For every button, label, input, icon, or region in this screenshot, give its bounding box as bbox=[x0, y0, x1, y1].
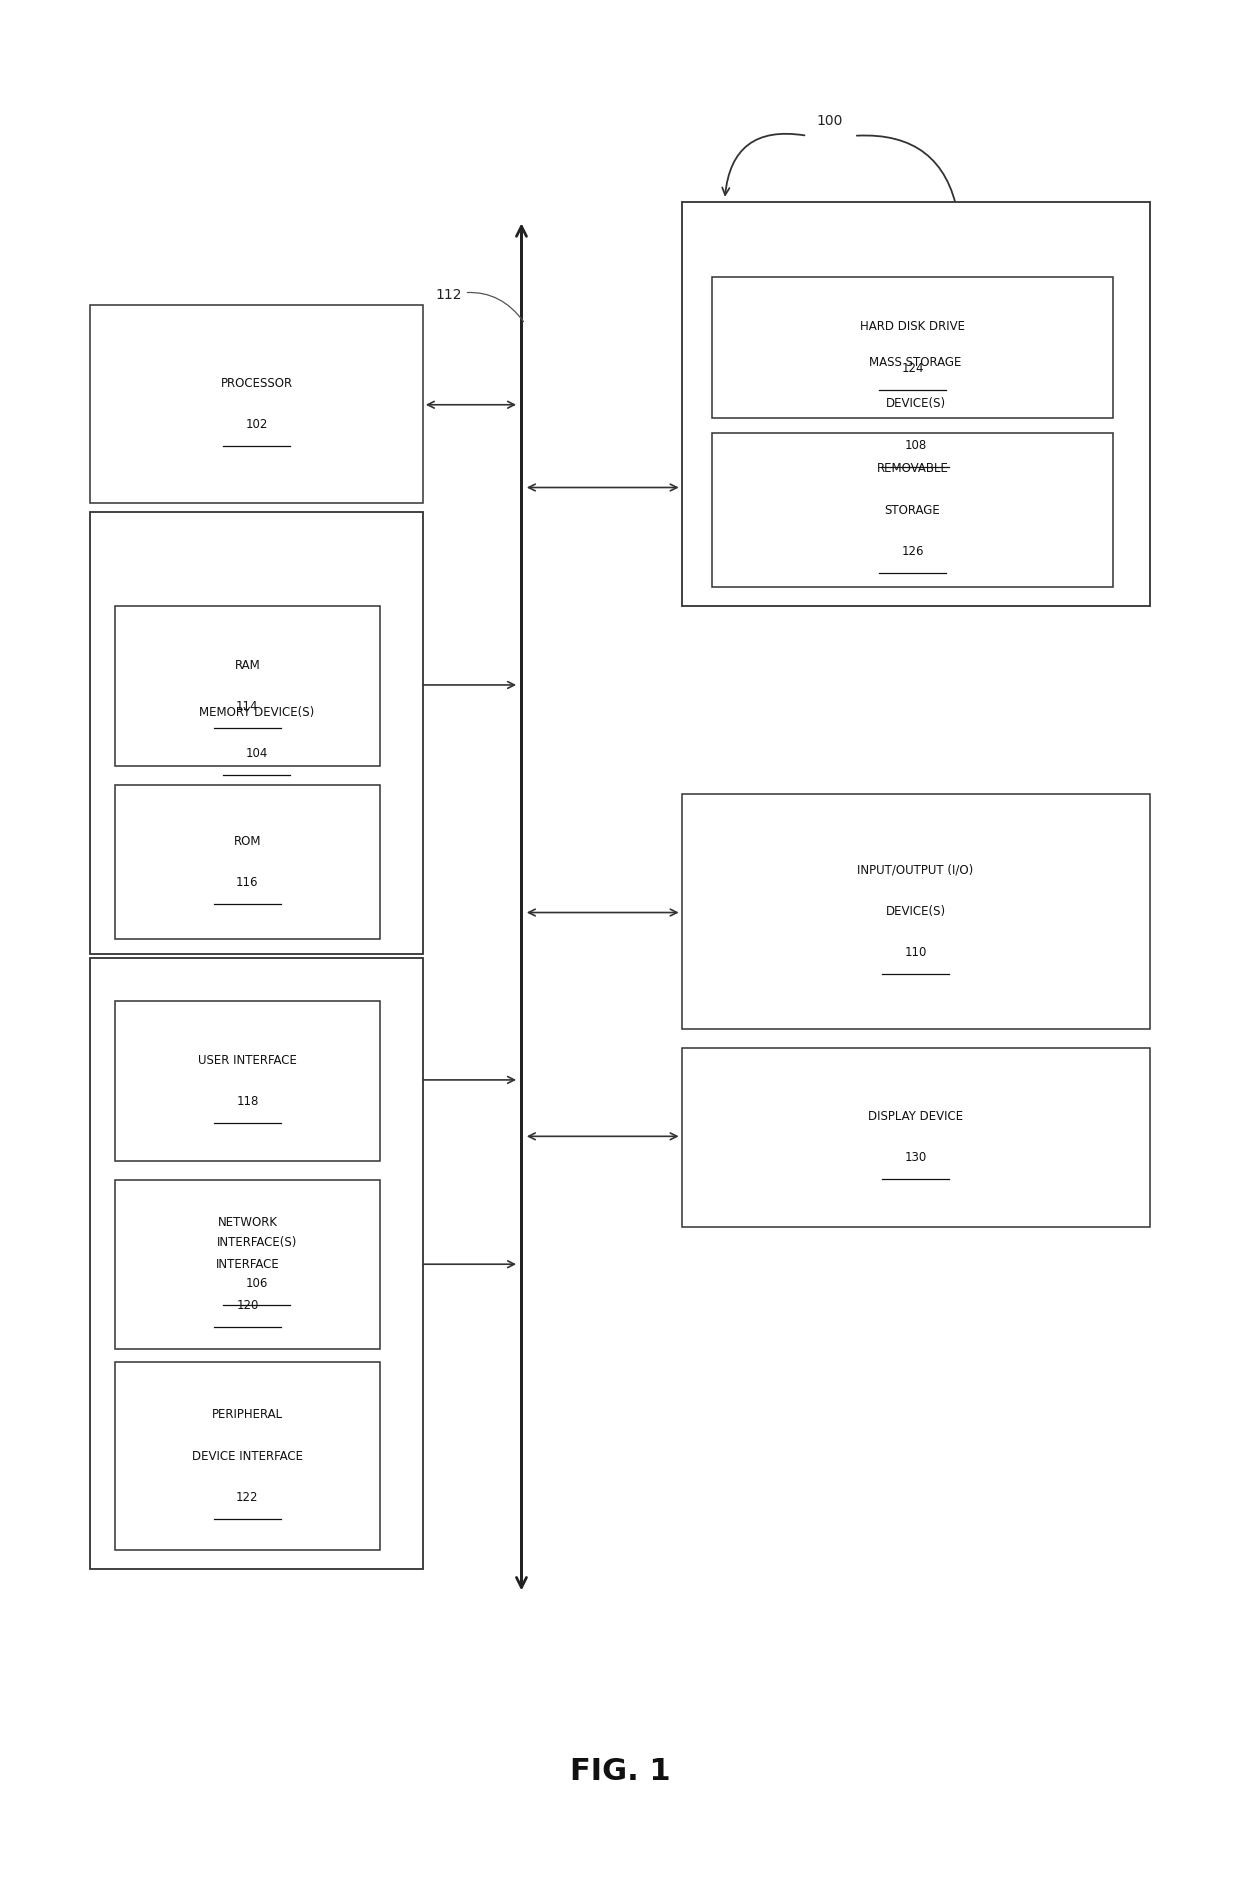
Text: ROM: ROM bbox=[233, 835, 262, 848]
Text: FIG. 1: FIG. 1 bbox=[569, 1757, 671, 1787]
Text: INTERFACE(S): INTERFACE(S) bbox=[217, 1235, 296, 1249]
Bar bbox=[115, 606, 379, 765]
Bar bbox=[712, 433, 1112, 587]
Text: INTERFACE: INTERFACE bbox=[216, 1258, 279, 1271]
Text: DEVICE(S): DEVICE(S) bbox=[885, 397, 946, 410]
Bar bbox=[712, 278, 1112, 417]
Text: DISPLAY DEVICE: DISPLAY DEVICE bbox=[868, 1111, 963, 1124]
Text: STORAGE: STORAGE bbox=[884, 504, 940, 516]
Text: PROCESSOR: PROCESSOR bbox=[221, 376, 293, 389]
Text: 108: 108 bbox=[904, 438, 926, 451]
Bar bbox=[682, 1048, 1149, 1226]
Text: 106: 106 bbox=[246, 1277, 268, 1290]
Text: 126: 126 bbox=[901, 544, 924, 557]
Text: 100: 100 bbox=[816, 113, 842, 128]
Text: 104: 104 bbox=[246, 748, 268, 759]
Text: RAM: RAM bbox=[234, 659, 260, 672]
Text: 110: 110 bbox=[904, 946, 926, 960]
Text: 114: 114 bbox=[236, 701, 259, 712]
Text: 124: 124 bbox=[901, 361, 924, 374]
Bar bbox=[91, 958, 423, 1570]
Bar bbox=[115, 1001, 379, 1160]
Text: MASS STORAGE: MASS STORAGE bbox=[869, 355, 962, 368]
Text: 118: 118 bbox=[237, 1096, 259, 1109]
Bar bbox=[682, 202, 1149, 606]
Text: USER INTERFACE: USER INTERFACE bbox=[198, 1054, 296, 1067]
Text: 130: 130 bbox=[904, 1152, 926, 1164]
Text: MEMORY DEVICE(S): MEMORY DEVICE(S) bbox=[200, 706, 314, 718]
Bar bbox=[115, 1179, 379, 1349]
Text: 120: 120 bbox=[237, 1300, 259, 1313]
Text: DEVICE INTERFACE: DEVICE INTERFACE bbox=[192, 1449, 303, 1462]
Text: 122: 122 bbox=[236, 1490, 259, 1504]
Bar bbox=[91, 512, 423, 954]
Text: REMOVABLE: REMOVABLE bbox=[877, 463, 949, 476]
Text: HARD DISK DRIVE: HARD DISK DRIVE bbox=[861, 321, 965, 332]
Text: INPUT/OUTPUT (I/O): INPUT/OUTPUT (I/O) bbox=[858, 863, 973, 876]
Text: 116: 116 bbox=[236, 876, 259, 890]
Text: NETWORK: NETWORK bbox=[217, 1217, 278, 1230]
Text: PERIPHERAL: PERIPHERAL bbox=[212, 1407, 283, 1421]
Bar bbox=[115, 1362, 379, 1551]
Text: DEVICE(S): DEVICE(S) bbox=[885, 905, 946, 918]
Bar bbox=[115, 784, 379, 939]
Text: 102: 102 bbox=[246, 417, 268, 431]
Bar bbox=[91, 304, 423, 502]
Bar bbox=[682, 793, 1149, 1030]
Text: 112: 112 bbox=[435, 289, 523, 321]
